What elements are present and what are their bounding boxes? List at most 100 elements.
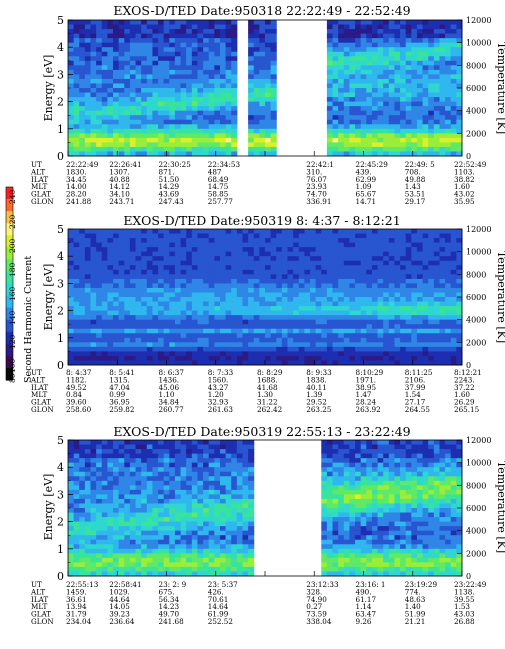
heatmap-cell xyxy=(371,56,379,62)
heatmap-cell xyxy=(158,544,165,550)
heatmap-cell xyxy=(293,346,300,352)
heatmap-cell xyxy=(197,360,204,366)
heatmap-cell xyxy=(113,562,120,568)
heatmap-cell xyxy=(276,360,283,366)
heatmap-cell xyxy=(242,283,249,289)
heatmap-cell xyxy=(377,106,384,112)
heatmap-cell xyxy=(355,133,362,139)
heatmap-cell xyxy=(90,142,97,148)
heatmap-cell xyxy=(355,142,362,148)
heatmap-cell xyxy=(428,328,435,334)
heatmap-cell xyxy=(79,539,86,545)
heatmap-cell xyxy=(287,287,294,293)
heatmap-cell xyxy=(332,337,339,343)
heatmap-cell xyxy=(214,530,221,536)
heatmap-cell xyxy=(90,119,97,125)
heatmap-cell xyxy=(433,133,440,139)
table-cell: 1.43 xyxy=(405,182,421,191)
heatmap-cell xyxy=(439,346,446,352)
heatmap-cell xyxy=(355,251,362,257)
heatmap-cell xyxy=(158,337,165,343)
heatmap-cell xyxy=(208,97,215,103)
heatmap-cell xyxy=(73,342,80,348)
heatmap-cell xyxy=(191,274,198,280)
heatmap-cell xyxy=(163,444,170,450)
heatmap-cell xyxy=(174,306,182,312)
heatmap-cell xyxy=(180,526,187,532)
heatmap-cell xyxy=(101,260,108,266)
heatmap-cell xyxy=(197,480,204,486)
heatmap-cell xyxy=(428,260,435,266)
heatmap-cell xyxy=(96,346,103,352)
heatmap-cell xyxy=(236,242,243,248)
heatmap-cell xyxy=(84,233,92,239)
heatmap-cell xyxy=(113,360,120,366)
heatmap-cell xyxy=(253,115,260,121)
heatmap-cell xyxy=(107,462,114,468)
heatmap-cell xyxy=(248,60,255,66)
heatmap-cell xyxy=(343,20,350,26)
table-cell: 41.68 xyxy=(257,383,278,392)
heatmap-cell xyxy=(169,458,176,464)
heatmap-cell xyxy=(152,151,159,157)
heatmap-cell xyxy=(383,38,390,44)
heatmap-cell xyxy=(377,74,384,80)
heatmap-cell xyxy=(152,20,159,26)
heatmap-cell xyxy=(214,233,221,239)
heatmap-cell xyxy=(366,69,373,75)
heatmap-cell xyxy=(304,297,311,303)
heatmap-cell xyxy=(129,238,137,244)
heatmap-cell xyxy=(219,60,227,66)
heatmap-cell xyxy=(439,315,446,321)
heatmap-cell xyxy=(141,301,148,307)
heatmap-cell xyxy=(332,88,339,94)
heatmap-cell xyxy=(315,287,322,293)
heatmap-cell xyxy=(332,24,339,30)
heatmap-cell xyxy=(439,146,446,152)
heatmap-cell xyxy=(439,306,446,312)
heatmap-cell xyxy=(191,306,198,312)
heatmap-cell xyxy=(158,88,165,94)
heatmap-cell xyxy=(113,101,120,107)
heatmap-cell xyxy=(191,489,198,495)
heatmap-cell xyxy=(113,42,120,48)
heatmap-cell xyxy=(96,498,103,504)
heatmap-cell xyxy=(107,508,114,514)
heatmap-cell xyxy=(90,306,97,312)
heatmap-cell xyxy=(73,319,80,325)
heatmap-cell xyxy=(152,530,159,536)
heatmap-cell xyxy=(332,83,339,89)
cbar-tick: 100 xyxy=(8,358,17,373)
heatmap-cell xyxy=(450,115,457,121)
heatmap-cell xyxy=(248,133,255,139)
heatmap-cell xyxy=(377,229,384,235)
heatmap-cell xyxy=(118,229,125,235)
heatmap-cell xyxy=(326,60,334,66)
table-cell: 1838. xyxy=(306,375,327,384)
heatmap-cell xyxy=(124,440,131,446)
heatmap-cell xyxy=(152,88,159,94)
heatmap-cell xyxy=(400,229,407,235)
heatmap-cell xyxy=(383,328,390,334)
heatmap-cell xyxy=(68,238,75,244)
heatmap-cell xyxy=(101,337,108,343)
heatmap-cell xyxy=(355,315,362,321)
heatmap-cell xyxy=(343,265,350,271)
heatmap-cell xyxy=(259,110,266,116)
heatmap-cell xyxy=(360,24,367,30)
heatmap-cell xyxy=(90,485,97,491)
heatmap-cell xyxy=(96,530,103,536)
heatmap-cell xyxy=(315,306,322,312)
heatmap-cell xyxy=(146,142,153,148)
heatmap-cell xyxy=(349,256,356,262)
heatmap-cell xyxy=(79,251,86,257)
heatmap-cell xyxy=(343,115,350,121)
heatmap-cell xyxy=(445,247,452,253)
heatmap-cell xyxy=(219,444,227,450)
heatmap-cell xyxy=(259,101,266,107)
heatmap-cell xyxy=(225,458,232,464)
heatmap-cell xyxy=(388,315,395,321)
heatmap-cell xyxy=(203,269,210,275)
heatmap-cell xyxy=(118,38,125,44)
heatmap-cell xyxy=(107,566,114,572)
